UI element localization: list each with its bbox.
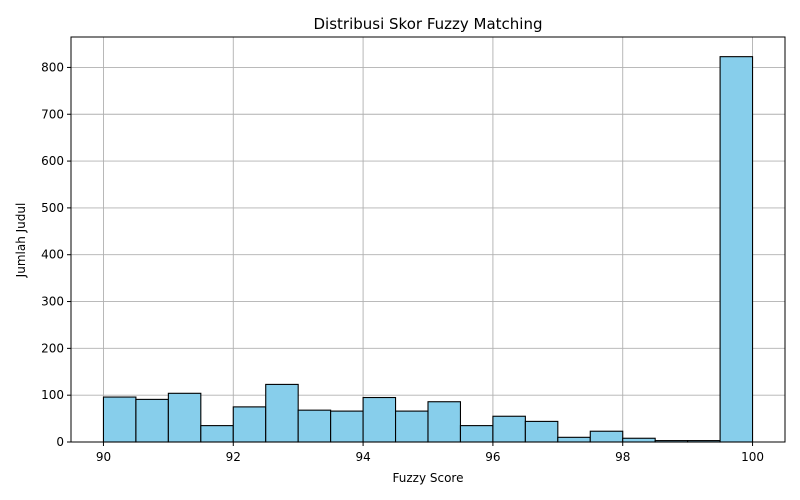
histogram-bar [719,56,754,443]
histogram-bar [362,396,397,443]
x-tick-label: 98 [615,450,630,464]
y-tick-label: 100 [41,388,64,402]
histogram-bar [622,437,656,443]
y-tick-label: 200 [41,341,64,355]
y-tick-label: 300 [41,295,64,309]
x-tick-label: 90 [96,450,111,464]
histogram-bar [427,401,462,443]
y-axis-label: Jumlah Judul [14,203,28,279]
y-tick-label: 0 [56,435,64,449]
histogram-bar [557,436,591,443]
y-tick-label: 800 [41,60,64,74]
y-tick-label: 700 [41,107,64,121]
histogram-bar [297,409,332,443]
x-tick-label: 92 [226,450,241,464]
x-tick-label: 94 [355,450,370,464]
histogram-bar [589,430,624,443]
histogram-bars [102,56,754,443]
histogram-bar [102,396,137,443]
histogram-bar [492,415,526,443]
x-tick-label: 100 [741,450,764,464]
histogram-bar [524,420,559,443]
histogram-bar [394,410,429,443]
x-tick-label: 96 [485,450,500,464]
y-tick-label: 400 [41,248,64,262]
histogram-bar [200,425,234,443]
axis-ticks: 90 92 94 96 98 100 0 100 200 300 400 500 600 700 800 [41,60,764,464]
histogram-bar [459,425,494,443]
plot-frame [70,36,786,443]
y-tick-label: 600 [41,154,64,168]
histogram-bar [330,410,364,443]
chart-title: Distribusi Skor Fuzzy Matching [314,15,543,33]
histogram-bar [265,383,299,443]
histogram-bar [167,392,202,443]
y-tick-label: 500 [41,201,64,215]
histogram-bar [232,406,267,443]
histogram-bar [135,398,169,443]
x-axis-label: Fuzzy Score [393,471,464,485]
